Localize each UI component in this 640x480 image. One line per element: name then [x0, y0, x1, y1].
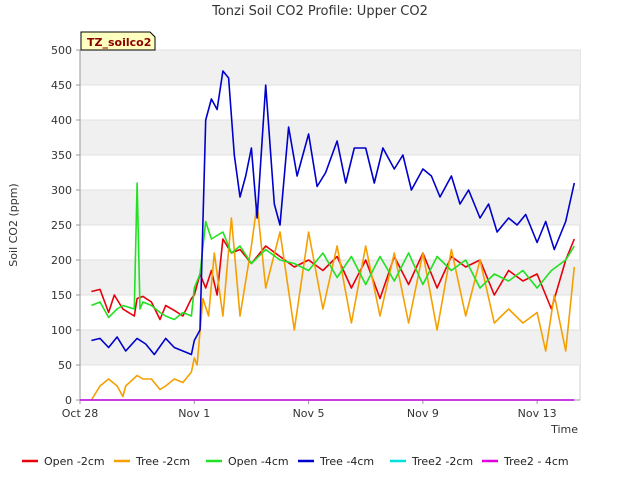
series-line-1 — [91, 238, 576, 321]
y-tick-label: 100 — [51, 324, 72, 337]
legend-label: Tree -4cm — [319, 455, 374, 468]
grid-band — [80, 50, 580, 85]
series-line-4 — [91, 70, 576, 356]
y-tick-label: 50 — [58, 359, 72, 372]
x-axis: Oct 28 Nov 1 Nov 5 Nov 9 Nov 13 — [62, 399, 580, 420]
series-lines — [80, 70, 576, 401]
chart-title: Tonzi Soil CO2 Profile: Upper CO2 — [211, 4, 428, 19]
y-tick-label: 450 — [51, 79, 72, 92]
legend: Open -2cm Tree -2cm Open -4cm Tree -4cm Tree… — [22, 455, 569, 468]
y-tick-label: 0 — [65, 394, 72, 407]
y-axis-label: Soil CO2 (ppm) — [7, 183, 20, 266]
badge-label: TZ_soilco2 — [87, 36, 151, 49]
grid-band — [80, 120, 580, 155]
grid-bands — [79, 49, 581, 401]
series-line-3 — [91, 182, 575, 321]
legend-label: Tree2 -2cm — [411, 455, 473, 468]
series-line-2 — [90, 203, 576, 401]
grid-band — [80, 190, 580, 225]
legend-label: Tree -2cm — [135, 455, 190, 468]
legend-label: Tree2 - 4cm — [503, 455, 569, 468]
legend-label: Open -2cm — [44, 455, 105, 468]
x-tick-label: Nov 13 — [518, 407, 557, 420]
y-tick-label: 200 — [51, 254, 72, 267]
x-axis-label: Time — [550, 423, 578, 436]
x-tick-label: Nov 5 — [293, 407, 325, 420]
grid-band — [80, 330, 580, 365]
badge: TZ_soilco2 — [80, 31, 156, 51]
legend-label: Open -4cm — [228, 455, 289, 468]
y-tick-label: 400 — [51, 114, 72, 127]
y-tick-label: 500 — [51, 44, 72, 57]
x-tick-label: Oct 28 — [62, 407, 99, 420]
y-tick-label: 150 — [51, 289, 72, 302]
y-tick-label: 300 — [51, 184, 72, 197]
y-tick-label: 350 — [51, 149, 72, 162]
x-tick-label: Nov 1 — [178, 407, 210, 420]
x-tick-label: Nov 9 — [407, 407, 439, 420]
y-axis: 0 50 100 150 200 250 300 350 400 450 500 — [51, 44, 81, 407]
y-tick-label: 250 — [51, 219, 72, 232]
